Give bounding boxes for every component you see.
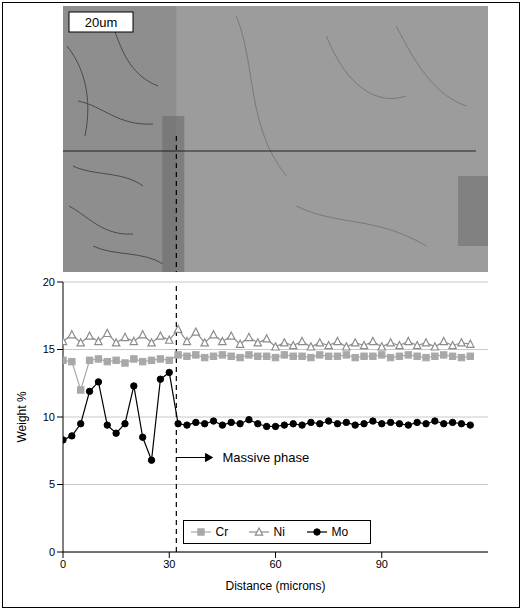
html-text:Ni: Ni: [273, 525, 285, 539]
svg-text:Weight %: Weight %: [15, 391, 29, 442]
svg-text:0: 0: [60, 558, 66, 570]
svg-text:60: 60: [269, 558, 281, 570]
svg-text:20um: 20um: [85, 15, 118, 30]
svg-text:90: 90: [376, 558, 388, 570]
svg-text:0: 0: [49, 546, 55, 558]
svg-text:5: 5: [49, 478, 55, 490]
svg-text:15: 15: [43, 343, 55, 355]
svg-text:Distance (microns): Distance (microns): [225, 579, 325, 593]
svg-text:30: 30: [163, 558, 175, 570]
svg-text:10: 10: [43, 411, 55, 423]
html-text:Mo: Mo: [331, 525, 349, 539]
svg-text:Massive phase: Massive phase: [222, 450, 309, 465]
svg-text:20: 20: [43, 276, 55, 288]
html-text:Cr: Cr: [215, 525, 229, 539]
